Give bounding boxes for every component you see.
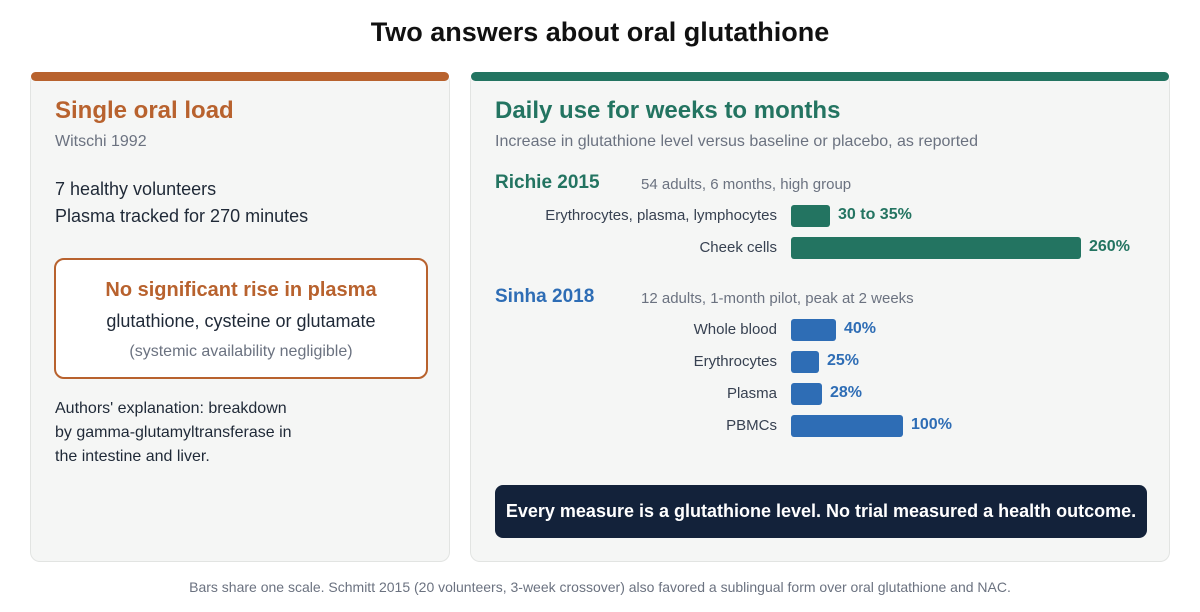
bar-label: Cheek cells xyxy=(699,239,777,256)
bar-label: Plasma xyxy=(726,385,777,402)
bar-label: Whole blood xyxy=(693,321,777,338)
explanation-line: Authors' explanation: breakdown xyxy=(55,400,287,417)
explanation-line: the intestine and liver. xyxy=(55,448,210,465)
footnote: Bars share one scale. Schmitt 2015 (20 v… xyxy=(189,579,1011,595)
bar-value-label: 25% xyxy=(827,352,860,369)
bar-label: Erythrocytes xyxy=(693,353,777,370)
bar xyxy=(791,415,903,437)
bar xyxy=(791,351,819,373)
bar-value-label: 40% xyxy=(844,320,877,337)
bar xyxy=(791,383,822,405)
bar-value-label: 28% xyxy=(830,384,863,401)
study-name: Sinha 2018 xyxy=(495,286,595,307)
bar xyxy=(791,319,836,341)
bar xyxy=(791,205,830,227)
callout-note: (systemic availability negligible) xyxy=(129,343,353,360)
daily-use-panel: Daily use for weeks to months Increase i… xyxy=(470,72,1170,562)
single-load-panel: Single oral load Witschi 1992 7 healthy … xyxy=(30,72,450,562)
bar xyxy=(791,237,1081,259)
callout-detail: glutathione, cysteine or glutamate xyxy=(106,311,376,331)
bar-label: Erythrocytes, plasma, lymphocytes xyxy=(545,207,777,224)
panel-accent-bar xyxy=(471,72,1169,81)
study-note: 12 adults, 1-month pilot, peak at 2 week… xyxy=(641,290,914,307)
study-name: Richie 2015 xyxy=(495,172,600,193)
fact-volunteers: 7 healthy volunteers xyxy=(55,179,217,199)
explanation-line: by gamma-glutamyltransferase in xyxy=(55,424,292,441)
bar-value-label: 100% xyxy=(911,416,952,433)
bar-value-label: 260% xyxy=(1089,238,1130,255)
panel-accent-bar xyxy=(31,72,449,81)
callout-headline: No significant rise in plasma xyxy=(105,279,377,301)
panel-heading: Daily use for weeks to months xyxy=(495,97,841,124)
study-note: 54 adults, 6 months, high group xyxy=(641,176,852,193)
bar-label: PBMCs xyxy=(726,417,777,434)
panel-subtitle: Increase in glutathione level versus bas… xyxy=(495,133,978,150)
authors-explanation: Authors' explanation: breakdown by gamma… xyxy=(55,397,292,469)
panel-heading: Single oral load xyxy=(55,97,234,124)
outcome-banner: Every measure is a glutathione level. No… xyxy=(495,485,1147,538)
fact-duration: Plasma tracked for 270 minutes xyxy=(55,206,309,226)
page-title: Two answers about oral glutathione xyxy=(370,17,830,47)
study-source: Witschi 1992 xyxy=(55,133,147,150)
bar-value-label: 30 to 35% xyxy=(838,206,912,223)
result-callout: No significant rise in plasma glutathion… xyxy=(54,258,428,379)
